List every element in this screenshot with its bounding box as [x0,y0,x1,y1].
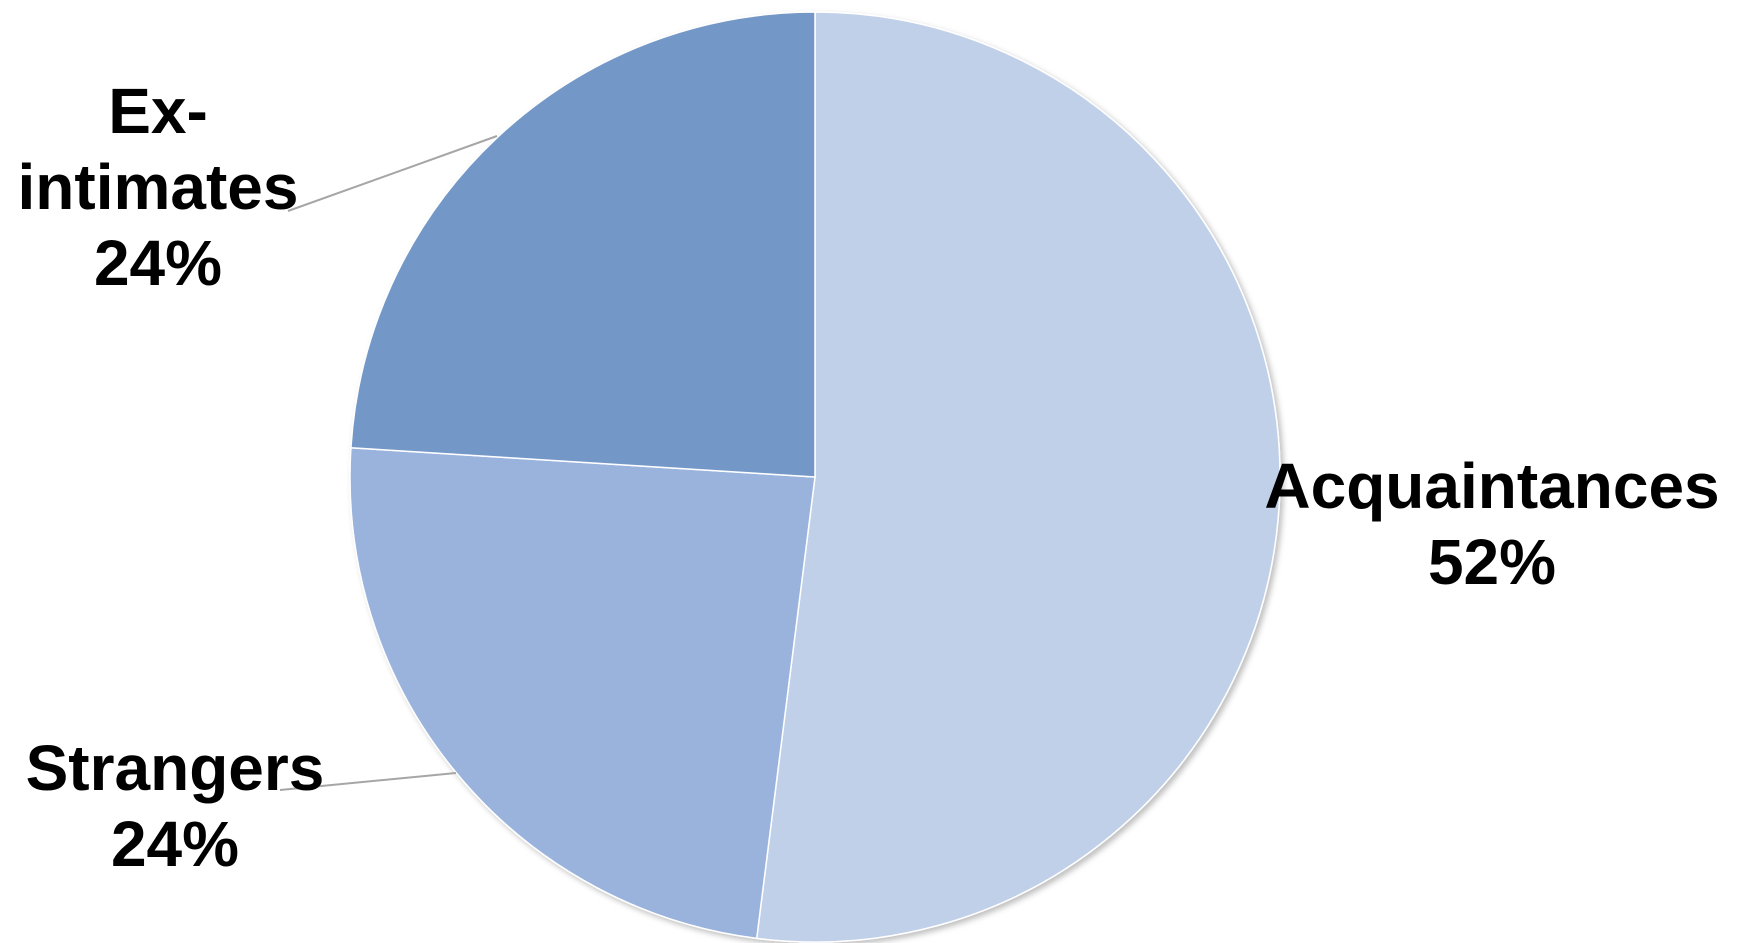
leader-lines [279,135,498,791]
pie-slice-ex-intimates [350,11,816,478]
slice-name-label: intimates [18,151,299,223]
slice-percent-label: 52% [1428,526,1556,598]
slice-name-label: Ex- [108,75,208,147]
slice-label-strangers: Strangers 24% [26,732,325,880]
slice-percent-label: 24% [94,227,222,299]
slice-label-acquaintances: Acquaintances 52% [1264,450,1719,598]
pie-slices [349,11,1281,943]
slice-labels: Acquaintances 52%Strangers 24%Ex-intimates… [18,75,1720,880]
pie-slice-acquaintances [755,11,1281,943]
leader-line-strangers [279,772,457,791]
pie-slice-strangers [349,447,816,940]
slice-name-label: Strangers [26,732,325,804]
slice-name-label: Acquaintances [1264,450,1719,522]
leader-line-ex-intimates [287,135,498,212]
slice-percent-label: 24% [111,808,239,880]
slice-label-ex-intimates: Ex-intimates 24% [18,75,299,299]
